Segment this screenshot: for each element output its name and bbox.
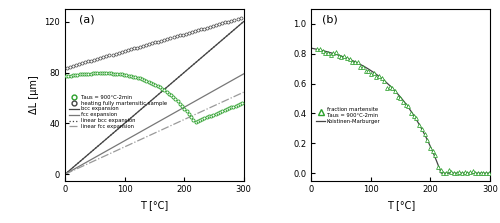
Line: fcc expansion: fcc expansion bbox=[65, 74, 244, 174]
linear bcc expansion bbox=[192, 62, 198, 65]
linear fcc expansion bbox=[62, 173, 68, 176]
linear fcc expansion bbox=[174, 121, 180, 124]
fcc expansion bbox=[191, 101, 197, 103]
fcc expansion bbox=[174, 110, 180, 112]
linear bcc expansion bbox=[240, 20, 246, 23]
bcc expansion bbox=[132, 112, 138, 115]
linear bcc expansion bbox=[120, 123, 126, 126]
linear fcc expansion bbox=[192, 113, 198, 116]
fcc expansion bbox=[240, 72, 246, 75]
fcc expansion bbox=[120, 140, 126, 143]
bcc expansion bbox=[62, 173, 68, 176]
Text: (a): (a) bbox=[80, 14, 95, 24]
linear bcc expansion bbox=[132, 112, 138, 115]
linear bcc expansion bbox=[62, 173, 68, 176]
Taus = 900°C-2min bbox=[144, 79, 150, 82]
Legend: fraction martensite
Taus = 900°C-2min, Koistinen-Marburger: fraction martensite Taus = 900°C-2min, K… bbox=[316, 107, 380, 124]
Legend: Taus = 900°C-2min, heating fully martensitic sample, bcc expansion, fcc expansio: Taus = 900°C-2min, heating fully martens… bbox=[70, 95, 166, 129]
bcc expansion bbox=[191, 63, 197, 65]
heating fully martensitic sample bbox=[180, 33, 186, 36]
bcc expansion bbox=[192, 62, 198, 65]
bcc expansion bbox=[174, 77, 180, 80]
Text: (b): (b) bbox=[322, 14, 338, 24]
Taus = 900°C-2min bbox=[99, 72, 105, 74]
linear fcc expansion bbox=[132, 140, 138, 143]
Y-axis label: ΔL [μm]: ΔL [μm] bbox=[29, 75, 39, 114]
Taus = 900°C-2min bbox=[224, 108, 230, 111]
heating fully martensitic sample bbox=[64, 66, 70, 69]
X-axis label: T [°C]: T [°C] bbox=[140, 200, 168, 210]
heating fully martensitic sample bbox=[238, 17, 244, 19]
Taus = 900°C-2min bbox=[170, 96, 176, 99]
linear fcc expansion bbox=[240, 91, 246, 94]
Taus = 900°C-2min bbox=[240, 102, 246, 104]
Taus = 900°C-2min bbox=[186, 113, 192, 115]
Line: linear fcc expansion: linear fcc expansion bbox=[65, 92, 244, 174]
linear fcc expansion bbox=[191, 114, 197, 116]
X-axis label: T [°C]: T [°C] bbox=[386, 200, 415, 210]
bcc expansion bbox=[84, 155, 89, 157]
bcc expansion bbox=[240, 20, 246, 23]
heating fully martensitic sample bbox=[106, 54, 112, 57]
Line: Taus = 900°C-2min: Taus = 900°C-2min bbox=[64, 72, 244, 123]
linear fcc expansion bbox=[120, 146, 126, 149]
Taus = 900°C-2min bbox=[63, 75, 69, 77]
linear bcc expansion bbox=[191, 63, 197, 65]
heating fully martensitic sample bbox=[104, 55, 110, 58]
linear bcc expansion bbox=[174, 77, 180, 80]
Taus = 900°C-2min bbox=[179, 105, 185, 107]
fcc expansion bbox=[84, 161, 89, 163]
Taus = 900°C-2min bbox=[172, 98, 178, 101]
linear bcc expansion bbox=[84, 155, 89, 157]
Taus = 900°C-2min bbox=[192, 120, 198, 123]
heating fully martensitic sample bbox=[192, 30, 198, 33]
fcc expansion bbox=[192, 100, 198, 103]
fcc expansion bbox=[132, 133, 138, 136]
Line: bcc expansion: bcc expansion bbox=[65, 22, 244, 174]
Line: heating fully martensitic sample: heating fully martensitic sample bbox=[66, 17, 242, 69]
heating fully martensitic sample bbox=[232, 19, 237, 21]
linear fcc expansion bbox=[84, 163, 89, 166]
Line: linear bcc expansion: linear bcc expansion bbox=[65, 22, 244, 174]
heating fully martensitic sample bbox=[210, 25, 216, 27]
bcc expansion bbox=[120, 123, 126, 126]
fcc expansion bbox=[62, 173, 68, 176]
